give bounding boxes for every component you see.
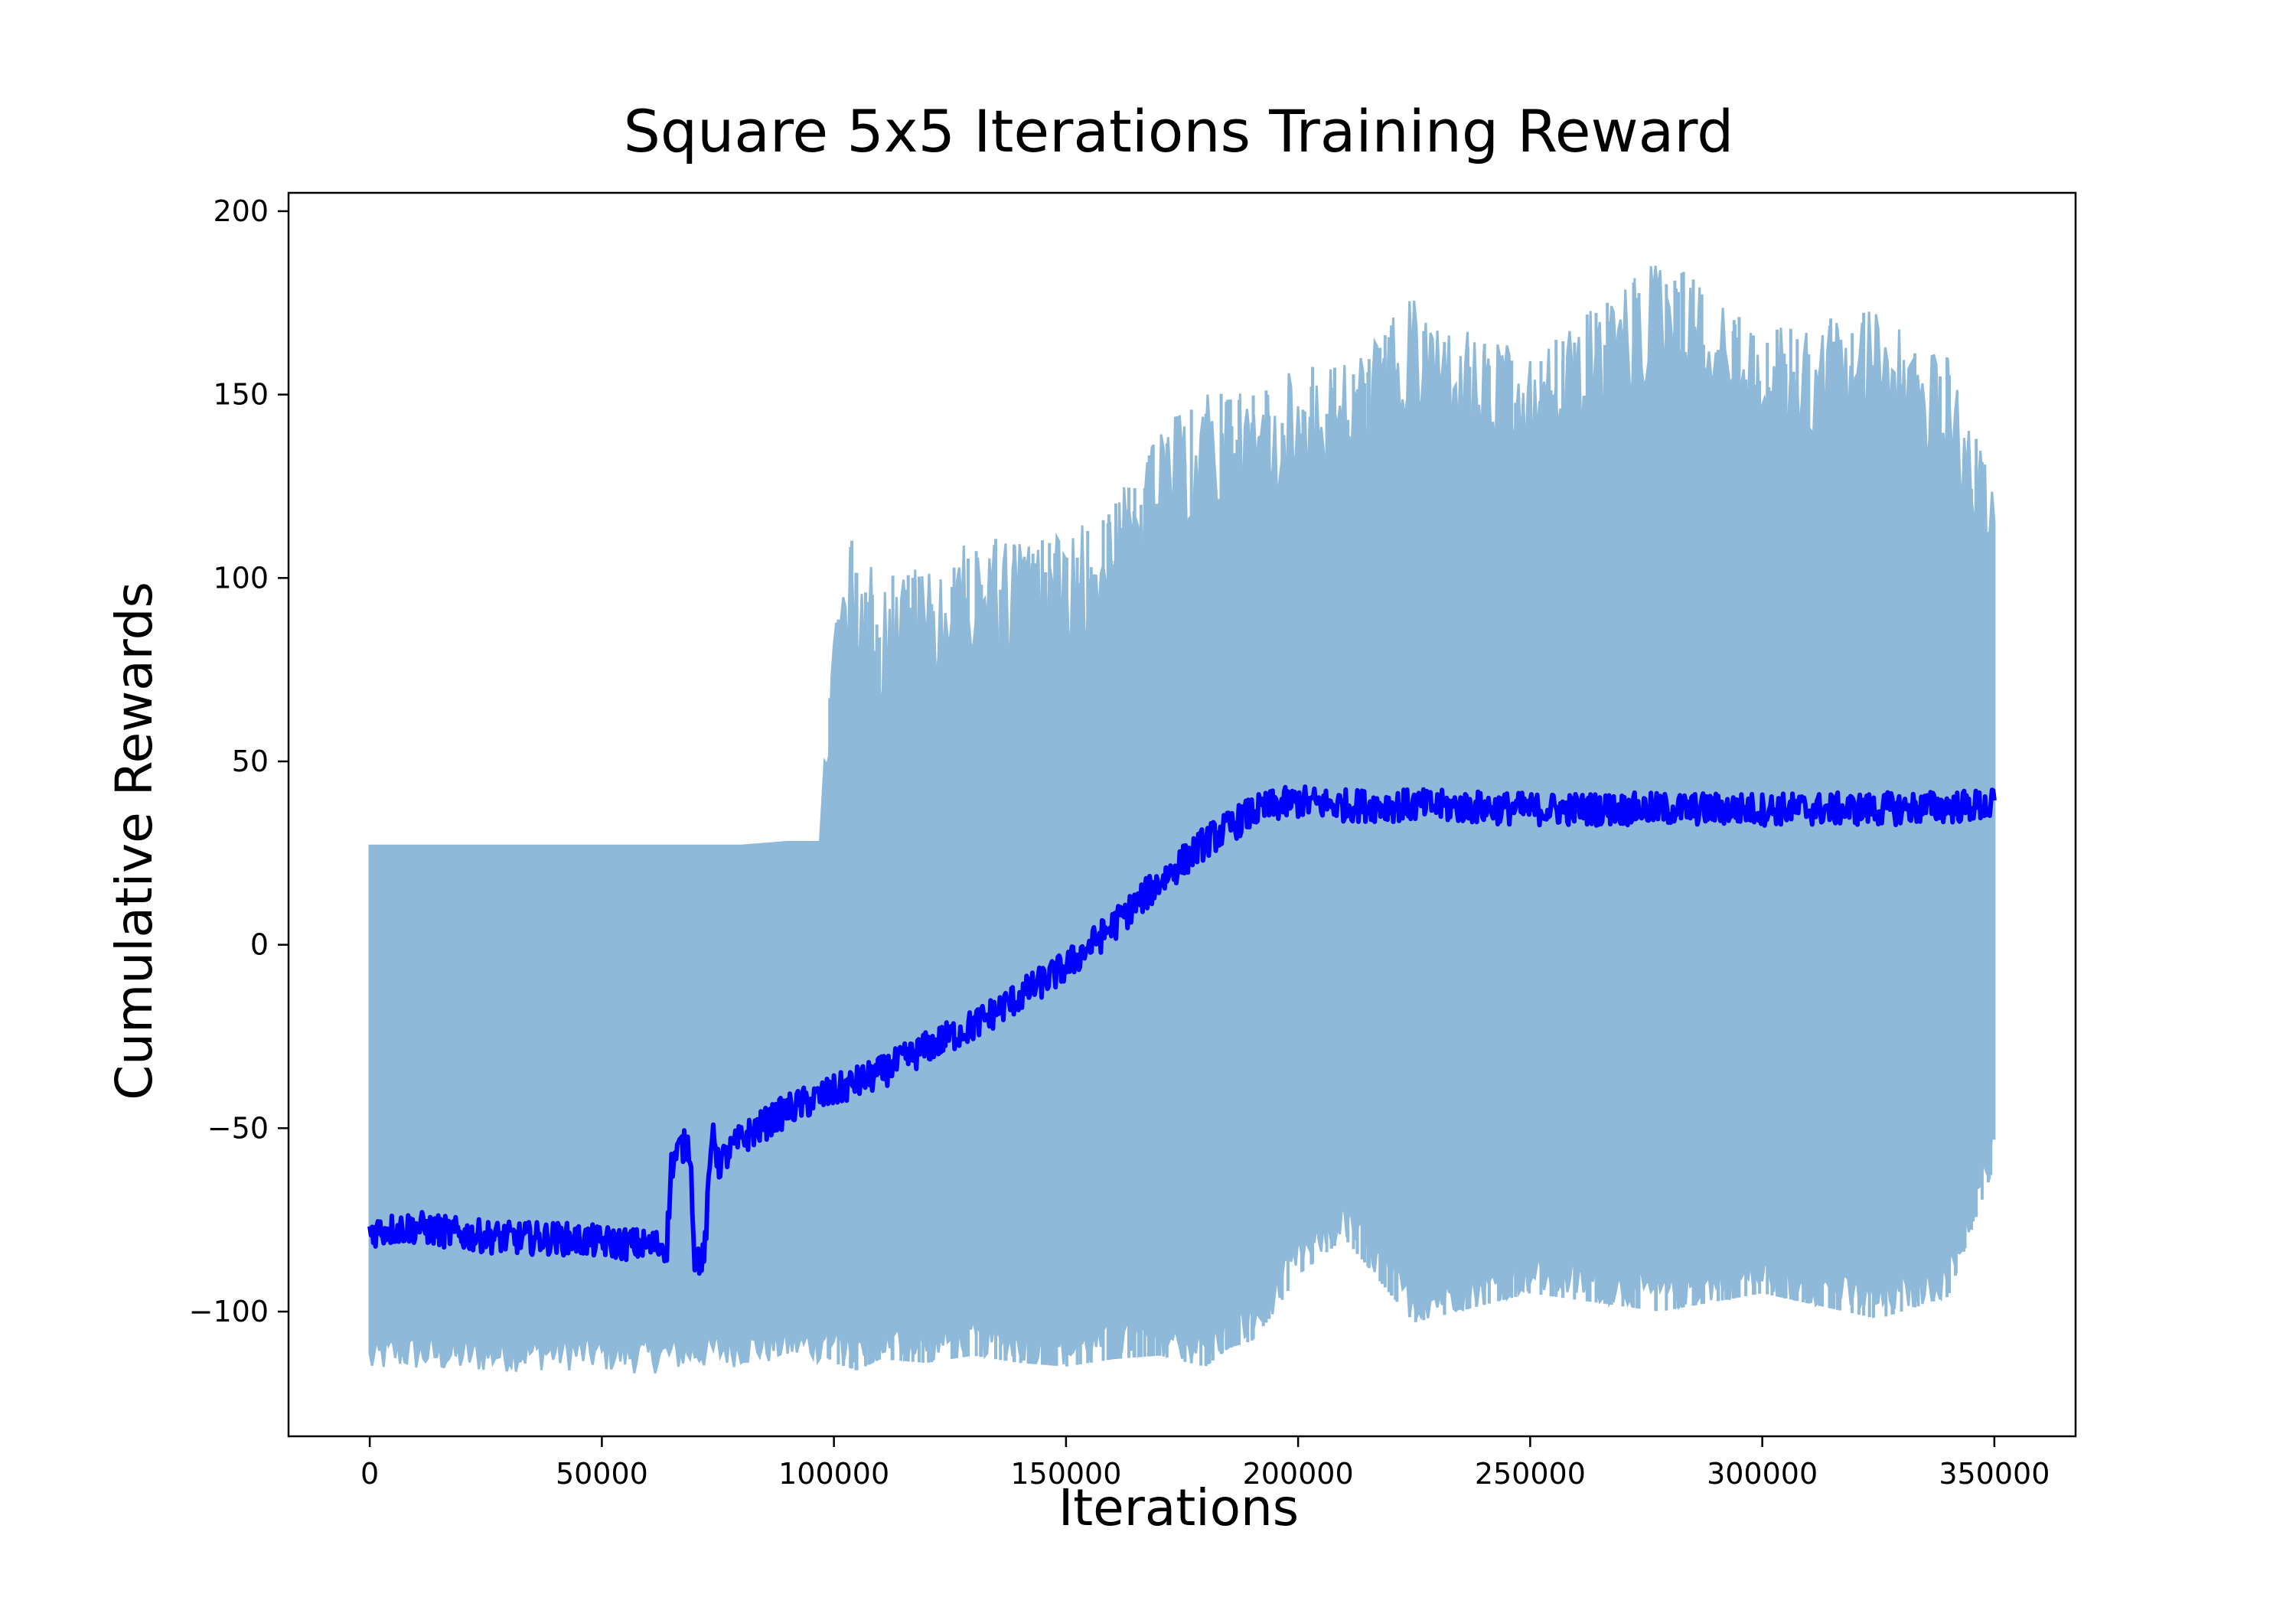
x-tick-label: 300000 [1707, 1457, 1818, 1491]
x-tick-label: 250000 [1475, 1457, 1586, 1491]
y-tick-label: 0 [250, 928, 269, 962]
y-tick-label: 200 [213, 194, 269, 228]
axes: 0 50000 100000 150000 200000 250000 300000 3500… [189, 191, 2077, 1491]
x-tick-label: 150000 [1010, 1457, 1121, 1491]
x-tick-label: 200000 [1243, 1457, 1354, 1491]
y-tick-label: 150 [213, 378, 269, 412]
x-tick-label: 0 [360, 1457, 379, 1491]
y-axis-label: Cumulative Rewards [105, 582, 164, 1100]
plot-frame [287, 191, 2077, 1438]
x-axis-label: Iterations [1058, 1478, 1299, 1537]
x-tick-label: 100000 [778, 1457, 889, 1491]
plot-area [367, 266, 1997, 1374]
x-tick-label: 350000 [1939, 1457, 2050, 1491]
moving-average-line [367, 784, 1997, 1276]
raw-reward-spikes [827, 272, 1993, 1370]
y-tick-label: −50 [207, 1111, 269, 1145]
y-tick-label: −100 [189, 1295, 269, 1328]
x-tick-label: 50000 [556, 1457, 648, 1491]
chart-title: Square 5x5 Iterations Training Reward [624, 97, 1734, 165]
y-tick-label: 50 [232, 745, 269, 778]
y-tick-label: 100 [213, 561, 269, 595]
